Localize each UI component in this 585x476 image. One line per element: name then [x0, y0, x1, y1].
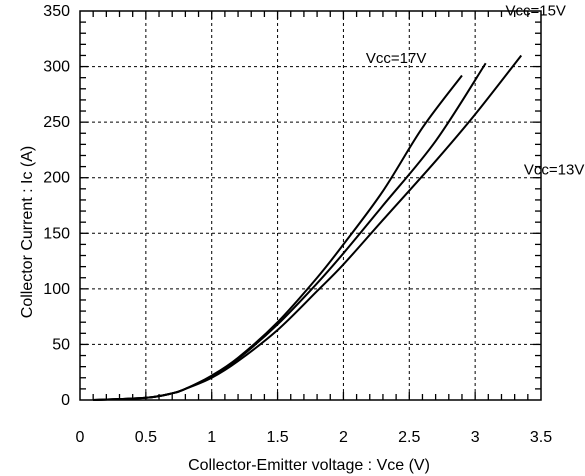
y-tick-label: 150: [43, 225, 70, 242]
y-tick-label: 300: [43, 59, 70, 76]
x-tick-label: 2.5: [398, 429, 420, 446]
series-annotation: Vcc=13V: [524, 161, 584, 178]
data-series: [93, 54, 523, 401]
x-tick-labels: 0 0.5 1 1.5 2 2.5 3 3.5: [76, 429, 553, 446]
y-tick-label: 0: [61, 392, 70, 409]
series-annotation: Vcc=15V: [505, 2, 565, 19]
x-tick-label: 0.5: [135, 429, 157, 446]
x-tick-label: 2: [339, 429, 348, 446]
series-annotation: Vcc=17V: [366, 50, 426, 67]
y-tick-label: 100: [43, 281, 70, 298]
x-tick-label: 1: [207, 429, 216, 446]
series-line-vcc-15v: [93, 62, 487, 401]
series-line-vcc-13v: [93, 54, 523, 401]
x-tick-label: 1.5: [266, 429, 288, 446]
minor-ticks: [80, 11, 541, 400]
y-tick-label: 50: [52, 336, 70, 353]
y-tick-label: 250: [43, 114, 70, 131]
plot-frame: [79, 10, 542, 401]
x-axis-label: Collector-Emitter voltage : Vce (V): [188, 457, 430, 474]
x-tick-label: 0: [76, 429, 85, 446]
series-line-vcc-17v: [93, 74, 463, 401]
grid-lines: [80, 11, 541, 400]
x-tick-label: 3.5: [530, 429, 552, 446]
y-tick-labels: 0 50 100 150 200 250 300 350: [43, 3, 70, 409]
annotations: Vcc=15V Vcc=17V Vcc=13V: [366, 2, 585, 178]
y-tick-label: 200: [43, 170, 70, 187]
x-tick-label: 3: [471, 429, 480, 446]
y-axis-label: Collector Current : Ic (A): [19, 146, 36, 318]
y-tick-label: 350: [43, 3, 70, 20]
